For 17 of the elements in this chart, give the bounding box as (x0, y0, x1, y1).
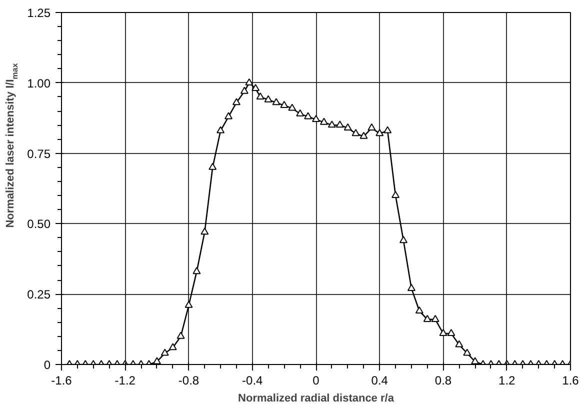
y-tick-label: 0.50 (27, 217, 51, 232)
y-tick-label: 0.75 (27, 146, 51, 161)
x-axis-title: Normalized radial distance r/a (238, 392, 395, 404)
y-tick-label: 0.25 (27, 288, 51, 302)
x-tick-label: 0.8 (434, 374, 452, 388)
y-tick-label: 0 (44, 358, 51, 372)
x-tick-label: -1.6 (51, 374, 72, 388)
x-tick-label: 1.2 (498, 374, 516, 388)
x-tick-label: -0.4 (242, 374, 264, 388)
x-tick-label: -0.8 (178, 374, 200, 388)
x-tick-label: -1.2 (114, 374, 136, 388)
y-axis-title: Normalized laser intensity I/Imax (4, 62, 20, 228)
y-tick-label: 1.00 (27, 76, 51, 90)
y-tick-label: 1.25 (27, 6, 51, 20)
x-tick-label: 0 (312, 374, 320, 388)
x-tick-label: 1.6 (562, 374, 580, 388)
x-tick-label: 0.4 (371, 374, 388, 388)
